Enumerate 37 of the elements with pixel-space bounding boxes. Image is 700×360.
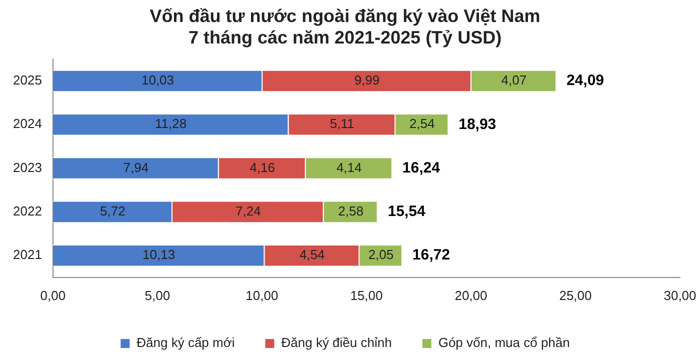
total-label: 15,54 [388, 203, 426, 220]
data-label: 2,54 [409, 116, 435, 132]
y-tick-label: 2023 [13, 160, 42, 175]
total-label: 18,93 [458, 116, 496, 133]
data-label: 4,16 [250, 160, 276, 175]
data-label: 2,58 [338, 204, 364, 219]
data-label: 5,11 [330, 116, 354, 132]
data-label: 5,72 [100, 204, 126, 219]
data-label: 2,05 [368, 247, 394, 262]
x-tick-label: 25,00 [559, 288, 592, 303]
chart-subtitle: 7 tháng các năm 2021-2025 (Tỷ USD) [188, 27, 502, 48]
y-tick-label: 2022 [13, 204, 42, 219]
x-tick-label: 10,00 [246, 288, 278, 303]
data-label: 9,99 [354, 72, 380, 88]
y-tick-label: 2025 [13, 72, 42, 88]
x-tick-label: 20,00 [454, 288, 488, 303]
y-tick-label: 2024 [13, 116, 42, 132]
data-label: 4,54 [299, 247, 325, 262]
x-tick-label: 30,00 [664, 288, 696, 303]
x-tick-label: 0,00 [40, 288, 66, 303]
x-tick-label: 15,00 [350, 288, 383, 303]
x-tick-label: 5,00 [144, 288, 170, 303]
total-label: 24,09 [566, 72, 604, 90]
data-label: 4,07 [501, 72, 527, 88]
data-label: 7,24 [235, 204, 261, 219]
data-label: 4,14 [336, 160, 362, 175]
legend-label: Góp vốn, mua cổ phần [438, 335, 570, 350]
data-label: 11,28 [155, 116, 187, 132]
legend-label: Đăng ký cấp mới [136, 335, 235, 350]
y-tick-label: 2021 [13, 247, 42, 262]
data-label: 7,94 [123, 160, 149, 175]
data-label: 10,13 [142, 247, 176, 262]
chart-title: Vốn đầu tư nước ngoài đăng ký vào Việt Nam [150, 6, 540, 26]
total-label: 16,72 [412, 246, 450, 264]
total-label: 16,24 [402, 159, 441, 176]
data-label: 10,03 [141, 72, 174, 88]
legend-label: Đăng ký điều chỉnh [281, 335, 392, 350]
